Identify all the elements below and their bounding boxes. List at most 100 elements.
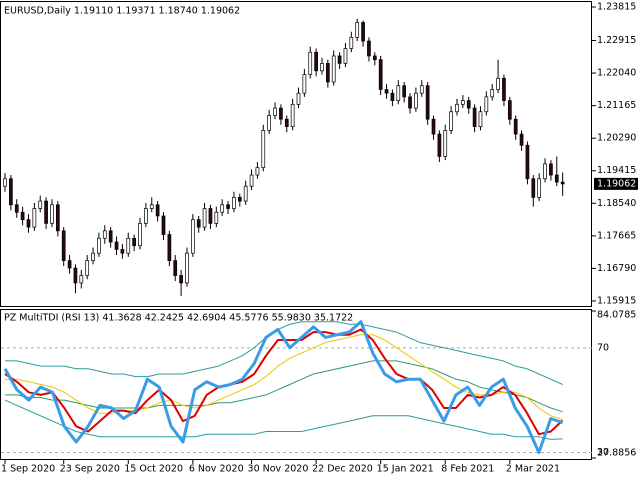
candle-body (14, 204, 19, 213)
candle-body (155, 204, 160, 217)
x-tick-label: 8 Feb 2021 (441, 464, 494, 475)
y-tick-label: 70 (597, 342, 609, 353)
candle-body (419, 85, 424, 94)
x-tick-label: 6 Nov 2020 (189, 464, 244, 475)
candle-body (343, 48, 348, 64)
candle-body (284, 118, 289, 128)
candle-body (560, 181, 565, 185)
candle-body (85, 260, 90, 276)
candle-body (108, 230, 113, 243)
candle-body (396, 85, 401, 101)
candle-body (472, 107, 477, 128)
candle-body (249, 174, 254, 187)
candle-body (261, 130, 266, 168)
candle-body (190, 219, 195, 254)
candle-body (179, 275, 183, 284)
candle-body (144, 208, 148, 224)
current-price: 1.19062 (597, 178, 636, 189)
candle-body (126, 237, 131, 254)
candle-body (55, 204, 60, 232)
candle-body (302, 74, 307, 94)
candle-body (73, 267, 78, 284)
candle-body (44, 200, 48, 224)
candle-body (173, 260, 178, 276)
y-tick-label: 30 (597, 447, 609, 458)
candle-body (79, 275, 84, 284)
x-tick-label: 15 Jan 2021 (377, 464, 434, 475)
candle-body (208, 208, 213, 224)
candle-body (91, 252, 95, 261)
candle-body (537, 178, 542, 198)
candle-body (484, 96, 489, 113)
x-tick-label: 15 Oct 2020 (124, 464, 183, 475)
candle-body (273, 107, 277, 116)
y-tick-label: 84.0785 (597, 310, 636, 321)
candle-body (132, 237, 136, 247)
candle-body (202, 208, 207, 228)
x-tick-label: 22 Dec 2020 (312, 464, 373, 475)
candle-body (97, 237, 101, 254)
y-tick-label: 1.22040 (597, 68, 636, 79)
y-tick-label: 1.16790 (597, 263, 636, 274)
candle-body (443, 130, 448, 157)
y-tick-label: 1.15915 (597, 295, 636, 306)
candle-body (378, 59, 383, 90)
candle-body (161, 215, 166, 235)
candle-body (320, 63, 324, 72)
candle-body (232, 196, 236, 209)
y-tick-label: 1.19415 (597, 165, 636, 176)
y-tick-label: 1.20290 (597, 133, 636, 144)
candle-body (267, 115, 271, 131)
candle-body (496, 77, 500, 90)
indicator-title: PZ MultiTDI (RSI 13) 41.3628 42.2425 42.… (4, 313, 353, 324)
candle-body (478, 111, 483, 128)
candle-body (196, 219, 201, 228)
candle-body (50, 204, 54, 224)
candle-body (314, 51, 318, 72)
x-tick-label: 2 Mar 2021 (506, 464, 560, 475)
candle-body (414, 92, 418, 109)
x-tick-label: 30 Nov 2020 (248, 464, 309, 475)
y-tick-label: 1.18540 (597, 198, 636, 209)
x-tick-label: 23 Sep 2020 (60, 464, 120, 475)
candle-body (120, 249, 125, 254)
candle-body (308, 51, 313, 75)
candle-body (226, 204, 230, 209)
price-box (594, 177, 638, 190)
candle-body (437, 133, 442, 157)
chart-title: EURUSD,Daily 1.19110 1.19371 1.18740 1.1… (4, 6, 240, 17)
candle-body (513, 118, 518, 135)
price-panel (0, 1, 592, 307)
candle-body (519, 133, 524, 146)
candle-body (402, 85, 407, 98)
candle-body (38, 200, 43, 209)
candle-body (243, 185, 248, 202)
y-tick-label: 1.21165 (597, 100, 636, 111)
candle-body (185, 252, 189, 284)
candle-body (361, 22, 365, 42)
candle-body (525, 144, 530, 180)
candle-body (26, 219, 31, 228)
y-tick-label: 1.17665 (597, 230, 636, 241)
y-tick-label: 27.8856 (597, 448, 636, 459)
candle-body (372, 55, 377, 61)
candle-body (167, 234, 172, 261)
candle-body (355, 22, 360, 38)
candle-body (507, 100, 512, 120)
y-tick-label: 1.22915 (597, 35, 636, 46)
candle-body (531, 178, 536, 198)
candle-body (214, 211, 219, 224)
candle-body (431, 118, 436, 135)
candle-body (461, 100, 465, 105)
candle-body (390, 92, 395, 101)
candle-body (554, 174, 559, 183)
candle-body (349, 36, 354, 49)
candle-body (237, 196, 242, 202)
candle-body (279, 107, 283, 120)
candle-body (149, 204, 154, 209)
candle-body (455, 103, 459, 113)
candle-body (290, 103, 295, 128)
candle-body (337, 55, 342, 64)
